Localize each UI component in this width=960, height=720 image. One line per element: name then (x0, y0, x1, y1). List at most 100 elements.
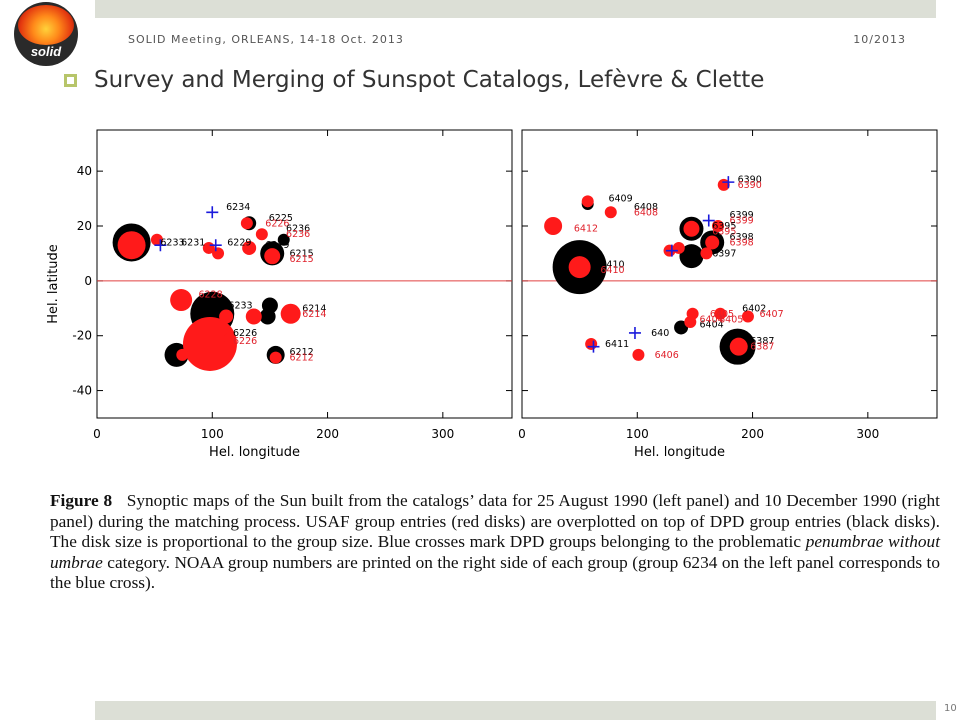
noaa-group-label: 6236 (286, 229, 310, 240)
synoptic-maps-figure: 0 100 200 300 -40 -20 0 20 40 Hel. longitude Hel. … (46, 129, 938, 460)
usaf-group-disk (280, 303, 301, 324)
caption-text-b: category. NOAA group numbers are printed… (50, 552, 940, 593)
usaf-group-disk (170, 289, 193, 312)
noaa-group-label: 6236 (286, 224, 310, 235)
dpd-group-disk (679, 244, 704, 269)
dpd-group-disk (674, 320, 689, 335)
footer-bar (95, 701, 936, 720)
usaf-group-disk (672, 241, 685, 254)
noaa-group-label: 6405 (710, 309, 734, 320)
noaa-group-label: 6399 (730, 210, 754, 221)
noaa-group-label: 6215 (290, 254, 314, 265)
usaf-group-disk (269, 351, 282, 364)
x-tick-label: 300 (856, 427, 879, 441)
usaf-group-disk (255, 228, 268, 241)
usaf-group-disk (182, 316, 237, 371)
noaa-group-label: 6212 (290, 347, 314, 358)
usaf-group-disk (223, 332, 236, 345)
noaa-group-label: 6219 (265, 240, 289, 251)
x-tick-label: 100 (201, 427, 224, 441)
noaa-group-label: 640 (651, 328, 669, 339)
noaa-group-label: 6233 (160, 237, 184, 248)
usaf-group-disk (245, 308, 262, 325)
noaa-group-label: 6231 (181, 237, 205, 248)
x-tick-label: 300 (431, 427, 454, 441)
bullet-icon (64, 74, 77, 87)
usaf-group-disk (683, 220, 700, 237)
noaa-group-label: 6214 (302, 303, 326, 314)
header-bar (95, 0, 936, 18)
noaa-group-label: 6226 (233, 328, 257, 339)
usaf-group-disk (741, 310, 754, 323)
usaf-group-disk (729, 337, 748, 356)
usaf-group-disk (176, 348, 189, 361)
noaa-group-label: 6399 (730, 216, 754, 227)
noaa-group-label: 6395 (712, 226, 736, 237)
figure-label: Figure 8 (50, 491, 113, 510)
noaa-group-label: 6410 (600, 265, 624, 276)
noaa-group-label: 6215 (290, 248, 314, 259)
noaa-group-label: 6214 (302, 309, 326, 320)
noaa-group-label: 6404 (700, 314, 724, 325)
pwu-cross (206, 206, 219, 219)
y-axis-label: Hel. latitude (46, 244, 61, 324)
pwu-cross (628, 326, 641, 339)
sun-icon (18, 5, 74, 45)
usaf-group-disk (604, 206, 617, 219)
logo-text: solid (30, 44, 62, 59)
y-tick-label: -40 (72, 384, 92, 398)
plot-area: 6390639064096408640864126399639963956395… (544, 174, 784, 365)
noaa-group-label: 6226 (265, 218, 289, 229)
usaf-group-disk (117, 231, 146, 260)
solid-logo: solid (14, 2, 78, 66)
y-tick-label: -20 (72, 329, 92, 343)
noaa-group-label: 6404 (700, 320, 724, 331)
noaa-group-label: 6398 (730, 232, 754, 243)
noaa-group-label: 6411 (605, 339, 629, 350)
x-tick-label: 0 (518, 427, 526, 441)
usaf-group-disk (705, 235, 720, 250)
usaf-group-disk (700, 247, 713, 260)
dpd-group-disk (277, 233, 290, 246)
noaa-group-label: 6226 (233, 336, 257, 347)
noaa-group-label: 6234 (226, 202, 250, 213)
noaa-group-label: 6405 (719, 314, 743, 325)
usaf-group-disk (264, 248, 281, 265)
pwu-cross (209, 239, 222, 252)
noaa-group-label: 6402 (742, 303, 766, 314)
x-tick-label: 100 (626, 427, 649, 441)
y-tick-label: 40 (77, 164, 92, 178)
noaa-group-label: 6410 (600, 259, 624, 270)
figure-caption: Figure 8 Synoptic maps of the Sun built … (50, 491, 940, 594)
usaf-group-disk (684, 316, 697, 328)
page-number: 10 (944, 703, 957, 714)
x-tick-label: 0 (93, 427, 101, 441)
usaf-group-disk (581, 195, 594, 208)
noaa-group-label: 6387 (750, 336, 774, 347)
dpd-group-disk (261, 297, 278, 314)
usaf-group-disk (219, 309, 234, 324)
plot-frame (521, 129, 938, 419)
noaa-group-label: 6409 (608, 194, 632, 205)
noaa-group-label: 6390 (738, 180, 762, 191)
plot-frame (96, 129, 513, 419)
noaa-group-label: 6407 (759, 309, 783, 320)
meeting-label: SOLID Meeting, ORLEANS, 14-18 Oct. 2013 (128, 33, 404, 46)
noaa-group-label: 6397 (712, 248, 736, 259)
usaf-group-disk (212, 247, 225, 260)
caption-text-a: Synoptic maps of the Sun built from the … (50, 491, 940, 551)
usaf-group-disk (568, 256, 591, 279)
noaa-group-label: 6395 (712, 221, 736, 232)
noaa-group-label: 6228 (198, 290, 222, 301)
slide-title: Survey and Merging of Sunspot Catalogs, … (94, 67, 765, 93)
usaf-group-disk (585, 337, 598, 350)
x-tick-label: 200 (741, 427, 764, 441)
usaf-group-disk (711, 220, 724, 232)
usaf-group-disk (240, 217, 253, 230)
pwu-cross (154, 239, 167, 252)
noaa-group-label: 6233 (228, 301, 252, 312)
x-axis-label: Hel. longitude (209, 445, 300, 460)
noaa-group-label: 6229 (227, 237, 251, 248)
